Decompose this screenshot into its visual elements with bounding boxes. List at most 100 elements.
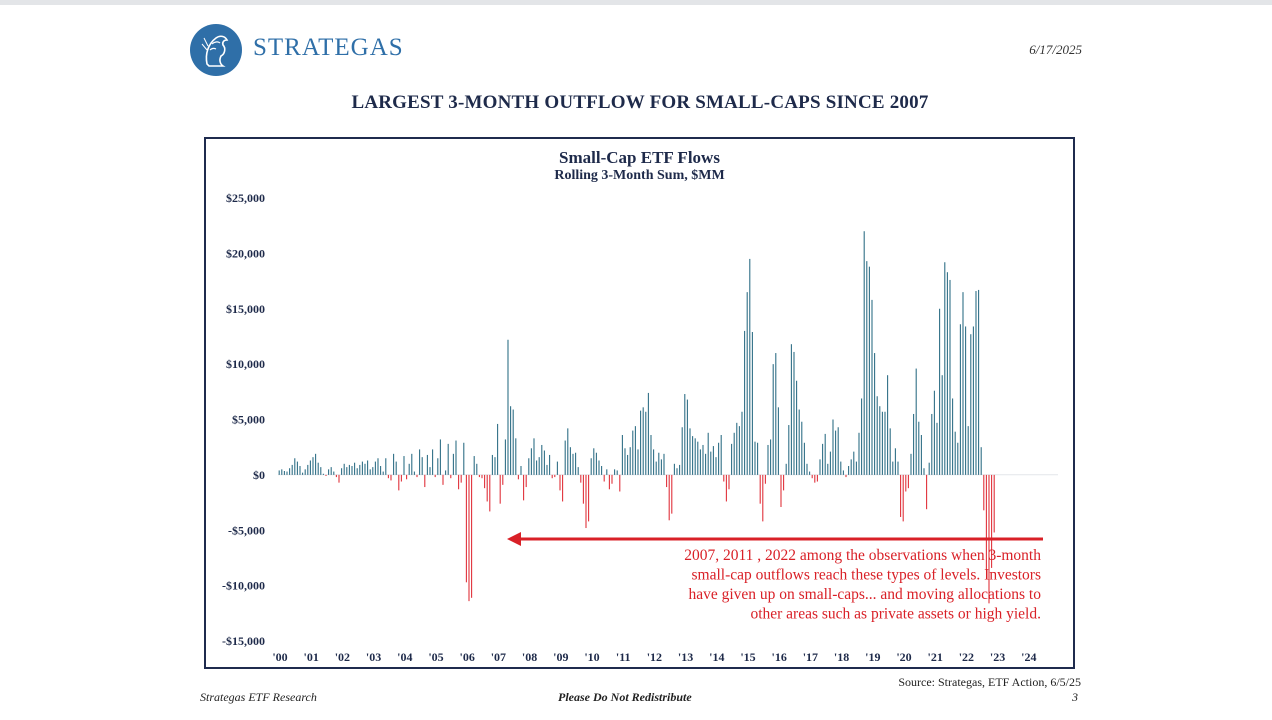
- flow-bar: [528, 458, 530, 475]
- flow-bar: [666, 474, 668, 488]
- top-bar: [0, 0, 1272, 5]
- flow-bar: [450, 474, 452, 479]
- flow-bar: [819, 459, 821, 475]
- flow-bar: [694, 438, 696, 475]
- report-date: 6/17/2025: [1029, 42, 1082, 57]
- x-tick-label: '16: [772, 650, 787, 664]
- x-tick-label: '21: [928, 650, 943, 664]
- flow-bar: [702, 444, 704, 475]
- x-tick-label: '13: [678, 650, 693, 664]
- flow-bar: [985, 474, 987, 571]
- flow-bar: [978, 289, 980, 475]
- flow-bar: [442, 474, 444, 485]
- flow-bar: [762, 474, 764, 522]
- flow-bar: [858, 432, 860, 475]
- y-tick-label: -$5,000: [228, 523, 265, 537]
- chart-title: Small-Cap ETF Flows: [559, 148, 720, 167]
- page-headline: LARGEST 3-MONTH OUTFLOW FOR SMALL-CAPS S…: [351, 92, 929, 113]
- source-note: Source: Strategas, ETF Action, 6/5/25: [898, 675, 1081, 689]
- flow-bar: [562, 474, 564, 502]
- flow-bar: [866, 261, 868, 475]
- flow-bar: [697, 441, 699, 475]
- flow-bar: [447, 443, 449, 475]
- flow-bar: [660, 459, 662, 475]
- x-tick-label: '12: [647, 650, 662, 664]
- flow-bar: [941, 375, 943, 475]
- flow-bar: [307, 464, 309, 475]
- flow-bar: [606, 469, 608, 475]
- flow-bar: [317, 462, 319, 475]
- flow-bar: [595, 452, 597, 475]
- flow-bar: [387, 474, 389, 479]
- flow-bar: [653, 449, 655, 475]
- flow-bar: [970, 334, 972, 475]
- flow-bar: [627, 454, 629, 475]
- flow-bar: [543, 450, 545, 475]
- flow-bar: [489, 474, 491, 512]
- x-tick-label: '18: [834, 650, 849, 664]
- flow-bar: [790, 344, 792, 475]
- flow-bar: [291, 464, 293, 475]
- flow-bar: [861, 398, 863, 475]
- x-tick-label: '05: [428, 650, 443, 664]
- flow-bar: [645, 411, 647, 475]
- flow-bar: [393, 453, 395, 475]
- flow-bar: [715, 457, 717, 475]
- flow-bar: [679, 464, 681, 475]
- flow-bar: [749, 258, 751, 475]
- flow-bar: [629, 447, 631, 475]
- flow-bar: [962, 292, 964, 475]
- flow-bar: [983, 474, 985, 511]
- x-tick-label: '20: [896, 650, 911, 664]
- flow-bar: [832, 419, 834, 475]
- flow-bar: [510, 406, 512, 475]
- flow-bar: [835, 430, 837, 475]
- flow-bar: [603, 474, 605, 482]
- flow-bar: [845, 474, 847, 478]
- flow-bar: [923, 468, 925, 475]
- flow-bar: [918, 421, 920, 475]
- flow-bar: [458, 474, 460, 490]
- flow-bar: [377, 458, 379, 475]
- flow-bar: [848, 466, 850, 475]
- x-tick-label: '11: [616, 650, 631, 664]
- footer-research-label: Strategas ETF Research: [200, 690, 317, 704]
- x-tick-label: '03: [366, 650, 381, 664]
- flow-bar: [741, 411, 743, 475]
- flow-bar: [946, 272, 948, 475]
- flow-bar: [637, 449, 639, 475]
- flow-bar: [902, 474, 904, 522]
- flow-bar: [824, 433, 826, 475]
- flow-bar: [445, 470, 447, 475]
- flow-bar: [658, 452, 660, 475]
- flow-bar: [879, 406, 881, 475]
- flow-bar: [530, 448, 532, 475]
- flow-bar: [315, 453, 317, 475]
- flow-bar: [351, 466, 353, 475]
- flow-bar: [424, 474, 426, 488]
- flow-bar: [325, 474, 327, 476]
- flow-bar: [920, 435, 922, 475]
- flow-bar: [296, 461, 298, 475]
- flow-bar: [621, 435, 623, 475]
- flow-bar: [520, 466, 522, 475]
- flow-bar: [754, 441, 756, 475]
- flow-bar: [354, 462, 356, 475]
- flow-bar: [712, 446, 714, 475]
- brand-name: STRATEGAS: [253, 34, 404, 61]
- flow-bar: [936, 422, 938, 475]
- flow-bar: [590, 458, 592, 475]
- flow-bar: [434, 474, 436, 478]
- flow-bar: [439, 439, 441, 475]
- flow-bar: [320, 467, 322, 475]
- flow-bar: [577, 467, 579, 475]
- flow-bar: [829, 451, 831, 475]
- flow-bar: [390, 474, 392, 481]
- flow-bar: [733, 432, 735, 475]
- flow-bar: [634, 426, 636, 475]
- flow-bar: [905, 474, 907, 492]
- x-tick-label: '06: [460, 650, 475, 664]
- flow-bar: [549, 454, 551, 475]
- flow-bar: [954, 431, 956, 475]
- flow-bar: [517, 474, 519, 480]
